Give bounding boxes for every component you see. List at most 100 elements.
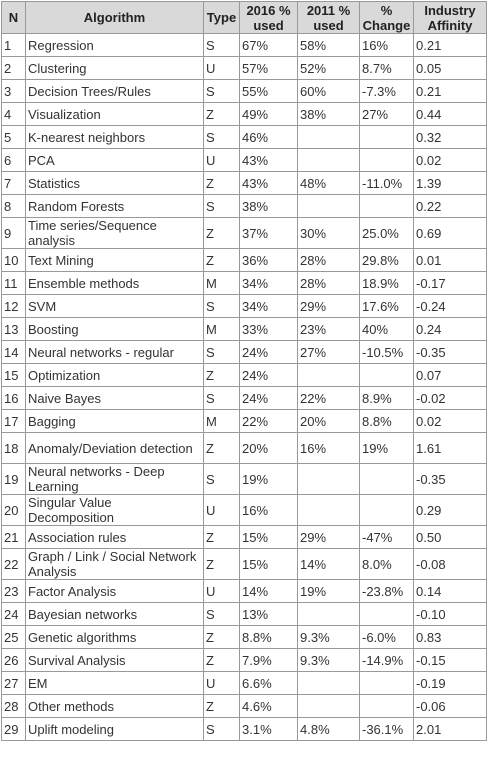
cell-industry-affinity: 0.29 — [413, 494, 487, 526]
cell-type: Z — [203, 525, 240, 549]
table-row: 12 SVM S 34% 29% 17.6% -0.24 — [1, 294, 487, 318]
cell-2011-used: 19% — [297, 579, 360, 603]
table-row: 1 Regression S 67% 58% 16% 0.21 — [1, 33, 487, 57]
cell-algorithm: Decision Trees/Rules — [25, 79, 204, 103]
cell-2016-used: 33% — [239, 317, 298, 341]
cell-2016-used: 13% — [239, 602, 298, 626]
header-row: N Algorithm Type 2016 % used 2011 % used… — [1, 1, 487, 34]
cell-algorithm: Other methods — [25, 694, 204, 718]
cell-industry-affinity: 0.32 — [413, 125, 487, 149]
cell-type: M — [203, 409, 240, 433]
table-row: 23 Factor Analysis U 14% 19% -23.8% 0.14 — [1, 579, 487, 603]
cell-2011-used: 20% — [297, 409, 360, 433]
table-row: 3 Decision Trees/Rules S 55% 60% -7.3% 0.21 — [1, 79, 487, 103]
cell-type: U — [203, 56, 240, 80]
cell-type: S — [203, 294, 240, 318]
cell-2011-used: 52% — [297, 56, 360, 80]
cell-2011-used: 60% — [297, 79, 360, 103]
cell-change: 27% — [359, 102, 414, 126]
cell-industry-affinity: -0.08 — [413, 548, 487, 580]
cell-2016-used: 15% — [239, 548, 298, 580]
cell-change — [359, 694, 414, 718]
cell-industry-affinity: 0.21 — [413, 79, 487, 103]
cell-2011-used: 23% — [297, 317, 360, 341]
cell-algorithm: PCA — [25, 148, 204, 172]
cell-2011-used — [297, 694, 360, 718]
table-row: 19 Neural networks - Deep Learning S 19% -0.… — [1, 463, 487, 495]
cell-industry-affinity: -0.17 — [413, 271, 487, 295]
header-2011-used: 2011 % used — [297, 1, 360, 34]
cell-industry-affinity: 0.24 — [413, 317, 487, 341]
cell-type: M — [203, 271, 240, 295]
cell-2011-used: 22% — [297, 386, 360, 410]
cell-algorithm: EM — [25, 671, 204, 695]
cell-type: S — [203, 340, 240, 364]
cell-type: Z — [203, 548, 240, 580]
table-row: 24 Bayesian networks S 13% -0.10 — [1, 602, 487, 626]
cell-n: 3 — [1, 79, 26, 103]
cell-2016-used: 46% — [239, 125, 298, 149]
table-row: 2 Clustering U 57% 52% 8.7% 0.05 — [1, 56, 487, 80]
table-row: 11 Ensemble methods M 34% 28% 18.9% -0.17 — [1, 271, 487, 295]
cell-n: 23 — [1, 579, 26, 603]
cell-industry-affinity: -0.15 — [413, 648, 487, 672]
cell-industry-affinity: 0.21 — [413, 33, 487, 57]
cell-n: 7 — [1, 171, 26, 195]
cell-change: 8.7% — [359, 56, 414, 80]
cell-2016-used: 57% — [239, 56, 298, 80]
cell-2016-used: 55% — [239, 79, 298, 103]
cell-2016-used: 6.6% — [239, 671, 298, 695]
cell-type: S — [203, 717, 240, 741]
cell-2011-used — [297, 194, 360, 218]
cell-n: 18 — [1, 432, 26, 464]
cell-2011-used: 4.8% — [297, 717, 360, 741]
cell-n: 14 — [1, 340, 26, 364]
cell-n: 6 — [1, 148, 26, 172]
cell-type: Z — [203, 363, 240, 387]
cell-2016-used: 24% — [239, 386, 298, 410]
cell-n: 29 — [1, 717, 26, 741]
cell-change: 40% — [359, 317, 414, 341]
cell-2016-used: 36% — [239, 248, 298, 272]
cell-type: Z — [203, 432, 240, 464]
table-row: 29 Uplift modeling S 3.1% 4.8% -36.1% 2.01 — [1, 717, 487, 741]
cell-change: 25.0% — [359, 217, 414, 249]
cell-2016-used: 16% — [239, 494, 298, 526]
cell-2016-used: 15% — [239, 525, 298, 549]
table-row: 9 Time series/Sequence analysis Z 37% 30% 25.… — [1, 217, 487, 249]
table-row: 5 K-nearest neighbors S 46% 0.32 — [1, 125, 487, 149]
cell-n: 26 — [1, 648, 26, 672]
cell-change: -36.1% — [359, 717, 414, 741]
cell-change: 8.8% — [359, 409, 414, 433]
cell-2011-used: 58% — [297, 33, 360, 57]
cell-n: 22 — [1, 548, 26, 580]
cell-industry-affinity: 2.01 — [413, 717, 487, 741]
cell-algorithm: Uplift modeling — [25, 717, 204, 741]
cell-2011-used: 27% — [297, 340, 360, 364]
cell-type: U — [203, 671, 240, 695]
cell-2011-used: 28% — [297, 271, 360, 295]
cell-type: S — [203, 602, 240, 626]
cell-industry-affinity: 0.69 — [413, 217, 487, 249]
cell-type: S — [203, 386, 240, 410]
cell-2016-used: 24% — [239, 363, 298, 387]
header-change: % Change — [359, 1, 414, 34]
table-row: 28 Other methods Z 4.6% -0.06 — [1, 694, 487, 718]
cell-algorithm: Boosting — [25, 317, 204, 341]
table-row: 10 Text Mining Z 36% 28% 29.8% 0.01 — [1, 248, 487, 272]
cell-change: 19% — [359, 432, 414, 464]
cell-2011-used — [297, 125, 360, 149]
table-row: 20 Singular Value Decomposition U 16% 0.29 — [1, 494, 487, 526]
cell-type: S — [203, 33, 240, 57]
cell-2011-used — [297, 363, 360, 387]
cell-algorithm: Neural networks - Deep Learning — [25, 463, 204, 495]
cell-type: Z — [203, 694, 240, 718]
cell-type: U — [203, 148, 240, 172]
cell-algorithm: Statistics — [25, 171, 204, 195]
header-algorithm: Algorithm — [25, 1, 204, 34]
cell-industry-affinity: 0.01 — [413, 248, 487, 272]
cell-change: 8.9% — [359, 386, 414, 410]
cell-n: 27 — [1, 671, 26, 695]
cell-2011-used: 48% — [297, 171, 360, 195]
cell-type: Z — [203, 217, 240, 249]
